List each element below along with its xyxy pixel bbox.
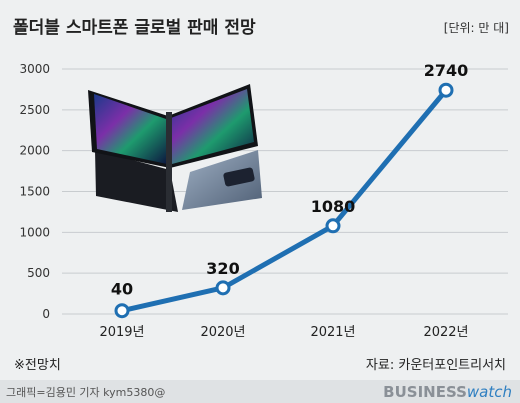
y-tick-label: 1500 — [19, 185, 50, 199]
credit-label: 그래픽=김용민 기자 kym5380@ — [6, 386, 165, 399]
y-tick-labels: 0 500 1000 1500 2000 2500 3000 — [19, 62, 50, 321]
y-tick-label: 500 — [27, 266, 50, 280]
brand-part-1: BUSINESS — [383, 383, 467, 401]
chart-title: 폴더블 스마트폰 글로벌 판매 전망 — [13, 18, 256, 38]
data-point — [438, 82, 454, 98]
data-point — [114, 303, 130, 319]
brand-logo: BUSINESSwatch — [383, 383, 512, 401]
y-tick-label: 2500 — [19, 103, 50, 117]
data-point — [325, 218, 341, 234]
data-point — [215, 280, 231, 296]
data-points — [114, 82, 454, 319]
x-tick-label: 2019년 — [99, 325, 144, 340]
source-label: 자료: 카운터포인트리서치 — [366, 358, 506, 373]
data-labels: 40 320 1080 2740 — [111, 61, 468, 299]
x-tick-labels: 2019년 2020년 2021년 2022년 — [99, 325, 468, 340]
data-label: 320 — [206, 259, 239, 278]
unit-label: [단위: 만 대] — [444, 21, 509, 35]
brand-part-2: watch — [467, 383, 512, 401]
y-tick-label: 2000 — [19, 144, 50, 158]
data-label: 2740 — [424, 61, 469, 80]
data-label: 1080 — [311, 197, 356, 216]
x-tick-label: 2021년 — [310, 325, 355, 340]
footer-bar — [0, 380, 520, 403]
y-tick-label: 0 — [42, 307, 50, 321]
y-tick-label: 3000 — [19, 62, 50, 76]
foldable-phone-illustration — [88, 84, 262, 212]
x-tick-label: 2022년 — [423, 325, 468, 340]
footnote: ※전망치 — [14, 358, 61, 373]
y-tick-label: 1000 — [19, 225, 50, 239]
x-tick-label: 2020년 — [200, 325, 245, 340]
series-line — [119, 87, 449, 314]
data-label: 40 — [111, 280, 133, 299]
